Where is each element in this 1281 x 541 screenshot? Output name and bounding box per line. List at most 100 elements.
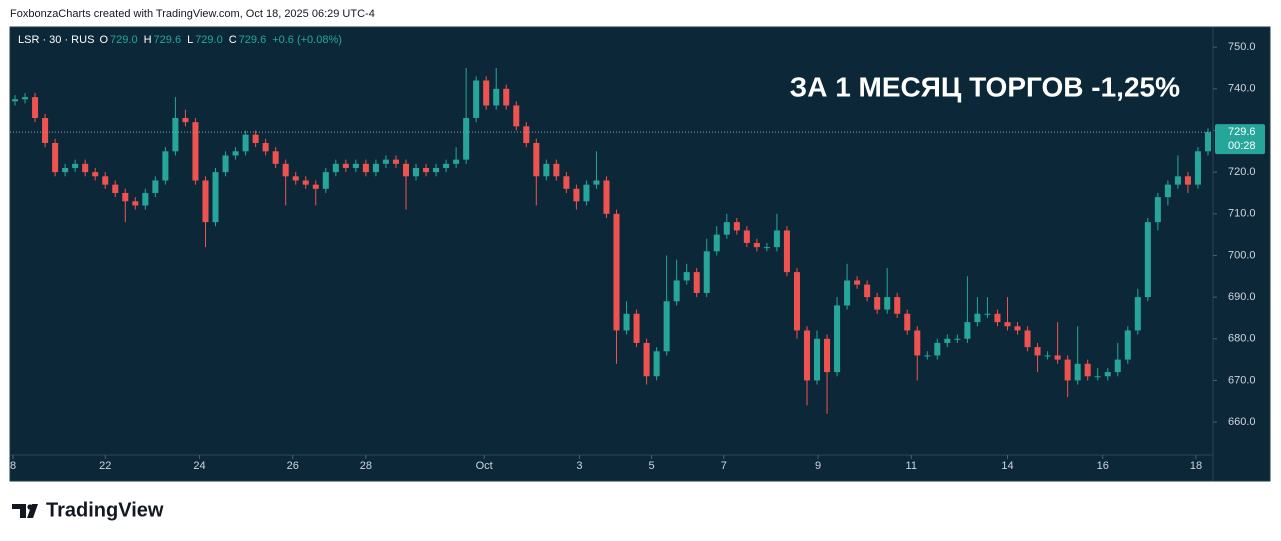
ohlc-value: 729.6 [238, 34, 267, 46]
candle-body [1154, 197, 1161, 223]
x-tick-label: 11 [906, 460, 917, 472]
candle-body [854, 280, 861, 285]
candle-body [1094, 376, 1101, 378]
candle-body [142, 192, 149, 206]
candle-body [1144, 222, 1151, 298]
candle-body [924, 355, 931, 357]
candle-body [453, 159, 460, 164]
candle-body [132, 201, 139, 206]
x-tick-label: 28 [360, 460, 372, 472]
candle-body [743, 230, 750, 243]
candle-body [42, 117, 49, 143]
candle-body [663, 301, 670, 352]
candle-body [633, 313, 640, 343]
candle-body [994, 313, 1001, 323]
candle-body [1114, 359, 1121, 373]
candle-body [1014, 326, 1021, 331]
candle-body [483, 80, 490, 106]
candle-body [192, 122, 199, 181]
candle-body [402, 163, 409, 177]
candle-body [974, 313, 981, 323]
x-tick-label: 8 [10, 460, 16, 472]
chart-panel [9, 26, 1271, 482]
candle-body [1124, 330, 1131, 360]
candle-body [934, 342, 941, 356]
ohlc-key: O [99, 34, 109, 46]
y-tick-label: 660.0 [1228, 416, 1256, 428]
candle-body [864, 284, 871, 298]
header: FoxbonzaCharts created with TradingView.… [10, 8, 375, 20]
candle-body [1034, 347, 1041, 356]
candle-body [1054, 355, 1061, 360]
candle-body [503, 88, 510, 106]
candle-body [12, 99, 19, 102]
candle-body [433, 167, 440, 173]
candle-body [563, 176, 570, 189]
candle-body [793, 272, 800, 331]
candle-body [984, 313, 991, 315]
candle-body [523, 126, 530, 143]
candle-body [102, 176, 109, 185]
x-tick-label: 9 [815, 460, 821, 472]
candle-body [62, 167, 69, 173]
candle-body [954, 338, 961, 340]
candle-body [894, 297, 901, 314]
candle-body [202, 180, 209, 223]
ohlc-value: 729.6 [153, 34, 182, 46]
candle-body [603, 180, 610, 214]
y-tick-label: 740.0 [1228, 83, 1256, 95]
candle-body [443, 163, 450, 168]
y-tick-label: 720.0 [1228, 166, 1256, 178]
candle-body [513, 105, 520, 127]
brand: TradingView [46, 499, 164, 521]
candle-body [723, 222, 730, 235]
x-tick-label: Oct [476, 460, 493, 472]
candle-body [1194, 151, 1201, 185]
x-tick-label: 14 [1001, 460, 1013, 472]
candle-body [914, 330, 921, 356]
candle-body [423, 167, 430, 173]
candle-body [32, 97, 39, 118]
x-tick-label: 16 [1097, 460, 1109, 472]
candle-body [763, 247, 770, 249]
candle-body [262, 142, 269, 152]
candle-body [844, 280, 851, 306]
y-tick-label: 690.0 [1228, 291, 1256, 303]
candle-body [884, 297, 891, 310]
x-tick-label: 26 [287, 460, 299, 472]
last-price-box [1215, 124, 1265, 155]
candle-body [533, 142, 540, 177]
y-tick-label: 710.0 [1228, 208, 1256, 220]
ohlc-key: C [228, 34, 237, 46]
candle-body [22, 97, 29, 100]
ohlc-key: L [187, 34, 194, 46]
candle-body [352, 163, 359, 168]
candle-body [232, 151, 239, 156]
candle-body [342, 163, 349, 168]
y-tick-label: 680.0 [1228, 333, 1256, 345]
candle-body [803, 330, 810, 381]
candle-body [212, 172, 219, 223]
candle-body [673, 280, 680, 302]
candle-body [753, 242, 760, 248]
candle-body [292, 176, 299, 181]
candle-body [463, 117, 470, 160]
candle-body [834, 305, 841, 373]
candle-body [964, 322, 971, 339]
candle-body [593, 180, 600, 185]
candle-body [312, 184, 319, 189]
x-tick-label: 18 [1190, 460, 1202, 472]
candle-body [573, 188, 580, 202]
candle-body [904, 313, 911, 331]
candle-body [1044, 355, 1051, 357]
annotation: ЗА 1 МЕСЯЦ ТОРГОВ -1,25% [790, 71, 1180, 102]
y-tick-label: 670.0 [1228, 374, 1256, 386]
candle-body [814, 338, 821, 381]
candle-body [1024, 330, 1031, 348]
candle-body [1204, 132, 1211, 152]
candle-body [332, 163, 339, 173]
last-price-label: 729.6 [1228, 126, 1256, 138]
candle-body [112, 184, 119, 193]
candle-body [272, 151, 279, 164]
